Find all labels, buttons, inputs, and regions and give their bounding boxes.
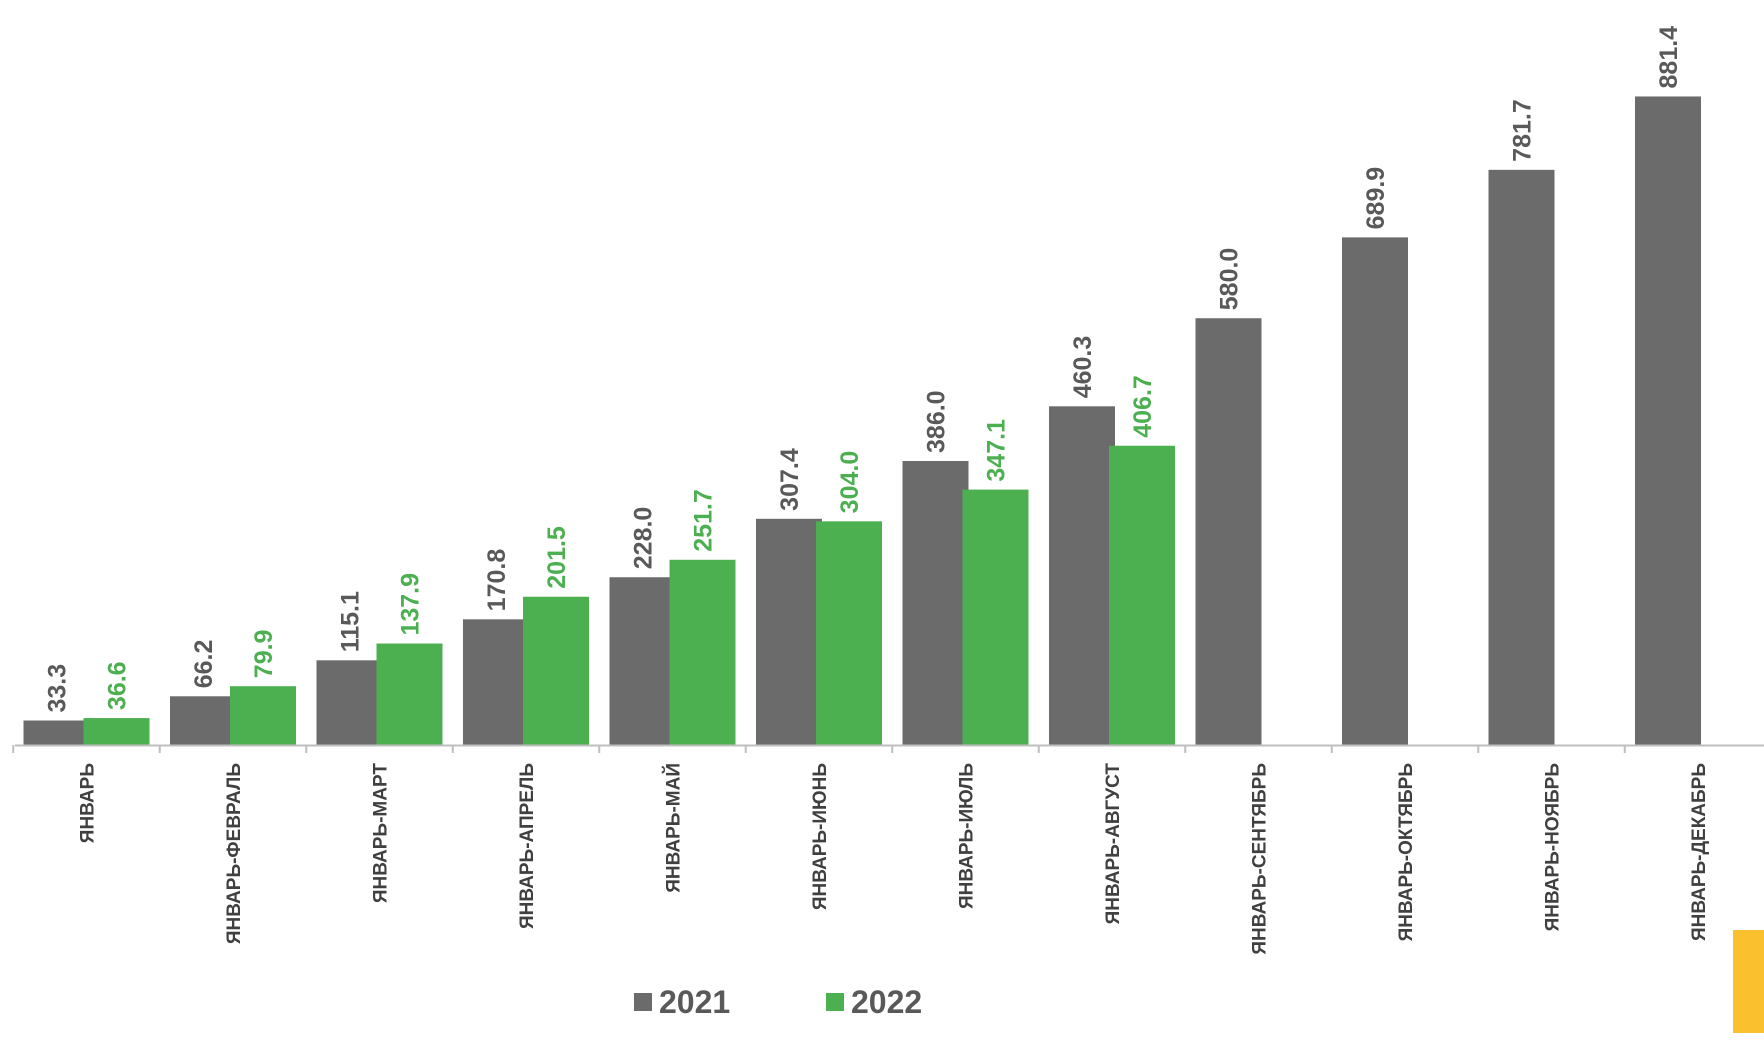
bar-2021-7 xyxy=(1049,406,1115,745)
bar-2021-3 xyxy=(463,619,529,745)
data-label-2021-8: 580.0 xyxy=(1216,248,1244,311)
bar-2021-4 xyxy=(609,577,676,745)
bar-2021-6 xyxy=(902,460,969,745)
bar-2021-10 xyxy=(1488,169,1555,745)
bar-2022-7 xyxy=(1109,445,1175,745)
x-tick-label-6: ЯНВАРЬ-ИЮЛЬ xyxy=(957,763,978,909)
bar-2021-2 xyxy=(316,660,383,745)
bar-2021-8 xyxy=(1195,318,1262,745)
data-label-2022-7: 406.7 xyxy=(1129,375,1157,438)
x-tick-label-5: ЯНВАРЬ-ИЮНЬ xyxy=(810,763,831,910)
bars-layer xyxy=(23,96,1701,746)
data-label-2021-7: 460.3 xyxy=(1069,336,1097,399)
data-label-2021-4: 228.0 xyxy=(630,507,658,570)
bar-2021-9 xyxy=(1342,237,1408,745)
legend: 2021 2022 xyxy=(634,984,922,1020)
data-label-2022-5: 304.0 xyxy=(836,451,864,514)
bar-2021-11 xyxy=(1635,96,1701,746)
x-tick-label-11: ЯНВАРЬ-ДЕКАБРЬ xyxy=(1689,763,1710,941)
data-label-2021-11: 881.4 xyxy=(1655,26,1683,89)
data-label-2022-1: 79.9 xyxy=(250,630,278,679)
x-tick-label-7: ЯНВАРЬ-АВГУСТ xyxy=(1103,763,1124,925)
x-tick-label-3: ЯНВАРЬ-АПРЕЛЬ xyxy=(517,763,538,929)
legend-swatch-2021 xyxy=(634,993,652,1011)
bar-2022-6 xyxy=(962,489,1029,745)
data-label-2021-6: 386.0 xyxy=(923,390,951,453)
data-labels-layer: 33.3 66.2 115.1 170.8 228.0 307.4 386.0 460.3 58… xyxy=(44,26,1684,713)
data-label-2021-0: 33.3 xyxy=(44,664,72,713)
bar-2021-0 xyxy=(23,720,90,745)
data-label-2022-3: 201.5 xyxy=(543,526,571,589)
x-tick-label-8: ЯНВАРЬ-СЕНТЯБРЬ xyxy=(1250,763,1271,955)
data-label-2022-6: 347.1 xyxy=(983,419,1011,482)
corner-tab-decoration xyxy=(1733,930,1764,1033)
data-label-2021-10: 781.7 xyxy=(1509,99,1537,162)
x-tick-label-2: ЯНВАРЬ-МАРТ xyxy=(371,763,392,904)
data-label-2022-2: 137.9 xyxy=(397,573,425,636)
data-label-2021-5: 307.4 xyxy=(776,448,804,511)
bar-2022-2 xyxy=(376,643,443,745)
legend-label-2022: 2022 xyxy=(851,984,922,1020)
x-tick-label-10: ЯНВАРЬ-НОЯБРЬ xyxy=(1543,763,1564,931)
x-axis xyxy=(12,744,1764,753)
legend-label-2021: 2021 xyxy=(659,984,730,1020)
bar-2022-1 xyxy=(230,686,296,745)
data-label-2021-2: 115.1 xyxy=(337,591,365,652)
x-tick-label-4: ЯНВАРЬ-МАЙ xyxy=(663,763,685,893)
data-label-2021-9: 689.9 xyxy=(1362,167,1390,230)
category-labels-layer: ЯНВАРЬ ЯНВАРЬ-ФЕВРАЛЬ ЯНВАРЬ-МАРТ ЯНВАРЬ-АП… xyxy=(78,763,1711,955)
x-tick-label-9: ЯНВАРЬ-ОКТЯБРЬ xyxy=(1396,763,1417,941)
x-tick-label-0: ЯНВАРЬ xyxy=(78,763,99,843)
bar-2022-4 xyxy=(669,559,736,745)
bar-2022-0 xyxy=(83,718,150,745)
bar-2022-5 xyxy=(816,521,882,745)
data-label-2021-3: 170.8 xyxy=(483,549,511,612)
bar-2021-5 xyxy=(756,518,822,745)
bar-2022-3 xyxy=(523,596,589,745)
data-label-2021-1: 66.2 xyxy=(190,640,218,689)
x-tick-label-1: ЯНВАРЬ-ФЕВРАЛЬ xyxy=(224,763,245,944)
data-label-2022-4: 251.7 xyxy=(690,489,718,552)
bar-2021-1 xyxy=(170,696,236,745)
legend-swatch-2022 xyxy=(826,993,844,1011)
data-label-2022-0: 36.6 xyxy=(104,661,132,710)
